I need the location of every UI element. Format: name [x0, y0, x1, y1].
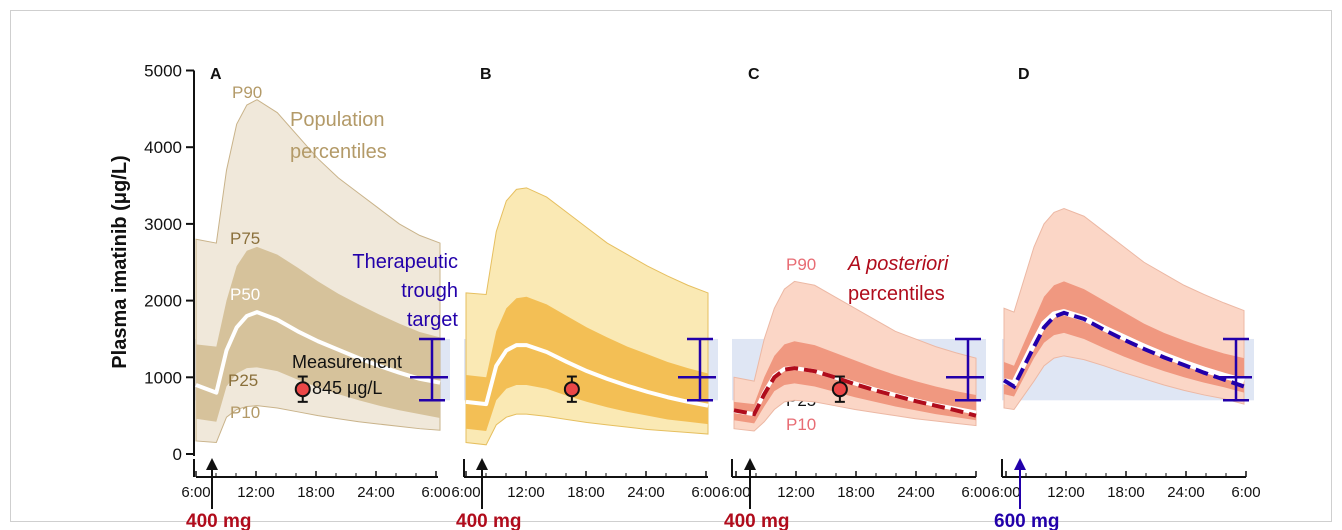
panel-letter: AP90P75P50P25P10A prioripercentiles — [210, 66, 222, 83]
x-tick-label: 6:00 — [181, 484, 210, 501]
dose-arrow-head — [744, 458, 756, 470]
x-tick-label: 6:00 — [691, 484, 720, 501]
axes-layer: Plasma imatinib (μg/L) 0 1000 2000 3000 4000… — [109, 62, 195, 464]
y-tick-label: 1000 — [144, 368, 182, 387]
percentile-label-p25: P25 — [228, 371, 258, 390]
x-tick-label: 6:00 — [451, 484, 480, 501]
median-line — [195, 310, 441, 395]
panel-title-line: percentiles — [290, 141, 387, 163]
predicted-line — [733, 366, 977, 418]
x-axis: 6:00 12:00 18:00 24:00 6:00 — [181, 459, 451, 501]
x-axis: 6:00 12:00 18:00 24:00 6:00 — [451, 459, 721, 501]
x-tick-label: 6:00 — [721, 484, 750, 501]
dose-label: 400 mg — [186, 511, 251, 530]
therapeutic-target-label: trough — [401, 280, 458, 302]
therapeutic-target-label: target — [407, 309, 459, 331]
x-tick-label: 12:00 — [1047, 484, 1085, 501]
panel-letter: C — [748, 66, 760, 83]
median-line — [465, 343, 709, 408]
x-tick-label: 12:00 — [237, 484, 275, 501]
figure-frame — [10, 10, 1332, 522]
panel-title-line: Population — [290, 109, 385, 131]
measurement-point — [563, 381, 580, 398]
x-tick-label: 18:00 — [567, 484, 605, 501]
therapeutic-target-label: Therapeutic — [352, 251, 458, 273]
band-p25-p75 — [196, 246, 440, 422]
panel-c: 6:00 12:00 18:00 24:00 6:00 400 mg C — [721, 66, 990, 530]
dose-arrow-head — [476, 458, 488, 470]
percentile-label-p10: P10 — [230, 403, 260, 422]
dose-arrow-head — [1014, 458, 1026, 470]
x-tick-label: 6:00 — [421, 484, 450, 501]
y-tick-label: 0 — [173, 445, 182, 464]
x-tick-label: 18:00 — [837, 484, 875, 501]
y-tick-label: 4000 — [144, 138, 182, 157]
x-tick-label: 24:00 — [357, 484, 395, 501]
x-tick-label: 6:00 — [1231, 484, 1260, 501]
y-tick-label: 3000 — [144, 215, 182, 234]
measurement-value: 845 μg/L — [312, 378, 382, 398]
predicted-line — [1002, 310, 1245, 390]
dose-label: 400 mg — [456, 511, 521, 530]
measurement-point — [294, 381, 311, 398]
x-axis: 6:00 12:00 18:00 24:00 6:00 — [721, 459, 991, 501]
x-tick-label: 24:00 — [897, 484, 935, 501]
y-axis-label: Plasma imatinib (μg/L) — [109, 155, 131, 368]
panel-a: 6:00 12:00 18:00 24:00 6:00 400 mg AP90P75P50P… — [181, 66, 458, 530]
dose-label: 400 mg — [724, 511, 789, 530]
percentile-label-p50: P50 — [230, 285, 260, 304]
y-axis: 0 1000 2000 3000 4000 5000 — [144, 62, 195, 464]
x-axis: 6:00 12:00 18:00 24:00 6:00 — [991, 459, 1261, 501]
x-tick-label: 12:00 — [507, 484, 545, 501]
measurement-label: Measurement — [292, 352, 402, 372]
dose-label: 600 mg — [994, 511, 1059, 530]
x-tick-label: 6:00 — [991, 484, 1020, 501]
measurement-point — [831, 381, 848, 398]
panel-letter: BP90P75P50P25P10A posterioripercentilesa… — [480, 66, 492, 83]
x-tick-label: 6:00 — [961, 484, 990, 501]
panel-title-line: percentiles — [848, 283, 945, 305]
x-tick-label: 18:00 — [1107, 484, 1145, 501]
percentile-label-p90: P90 — [232, 83, 262, 102]
panel-d: 6:00 12:00 18:00 24:00 6:00 600 mg D — [991, 66, 1260, 530]
y-tick-label: 2000 — [144, 292, 182, 311]
x-tick-label: 12:00 — [777, 484, 815, 501]
dose-arrow-head — [206, 458, 218, 470]
percentile-label-p75: P75 — [230, 229, 260, 248]
panel-letter: D — [1018, 66, 1030, 83]
percentile-label-p90: P90 — [786, 255, 816, 274]
band-p25-p75 — [466, 296, 708, 431]
panel-title-line: A posteriori — [847, 253, 949, 275]
y-tick-label: 5000 — [144, 62, 182, 81]
percentile-label-p10: P10 — [786, 415, 816, 434]
x-tick-label: 24:00 — [1167, 484, 1205, 501]
x-tick-label: 18:00 — [297, 484, 335, 501]
x-tick-label: 24:00 — [627, 484, 665, 501]
